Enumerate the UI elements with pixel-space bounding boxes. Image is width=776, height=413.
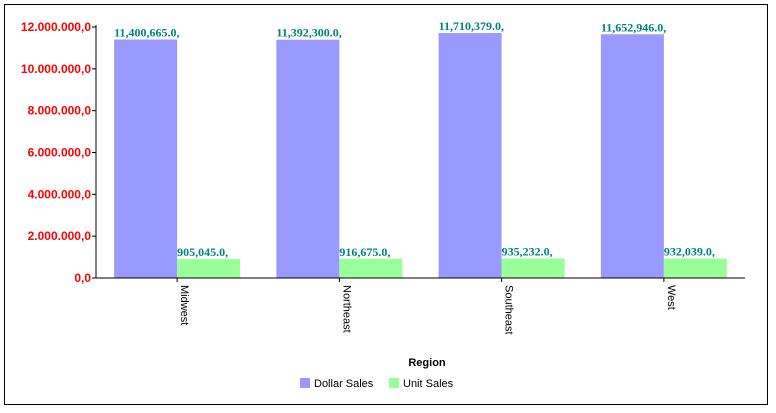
legend-swatch [389, 378, 399, 388]
x-tick-label: West [665, 285, 677, 310]
bar-dollar-sales-southeast [438, 33, 502, 278]
data-label: 916,675.0, [339, 245, 390, 259]
y-tick-label: 2.000.000,0 [28, 229, 92, 243]
bar-unit-sales-northeast [339, 258, 403, 278]
x-axis-title: Region [408, 357, 446, 369]
y-tick-label: 0,0 [74, 271, 91, 285]
bars [114, 33, 727, 279]
data-labels: 11,400,665.0, 905,045.0, 11,392,300.0, 916,… [114, 19, 715, 259]
data-label: 932,039.0, [664, 245, 715, 259]
data-label: 11,652,946.0, [601, 20, 666, 34]
bar-dollar-sales-midwest [114, 39, 178, 279]
data-label: 11,710,379.0, [439, 19, 504, 33]
y-axis-ticks: 0,0 2.000.000,0 4.000.000,0 6.000.000,0 8.00… [21, 20, 96, 285]
legend-swatch [300, 378, 310, 388]
data-label: 905,045.0, [177, 245, 228, 259]
bar-unit-sales-southeast [501, 258, 565, 278]
legend-label: Dollar Sales [314, 378, 374, 390]
data-label: 11,392,300.0, [276, 26, 341, 40]
bar-dollar-sales-west [600, 34, 664, 278]
bar-unit-sales-midwest [177, 259, 241, 278]
legend-label: Unit Sales [403, 378, 454, 390]
y-tick-label: 10.000.000,0 [21, 62, 91, 76]
y-tick-label: 8.000.000,0 [28, 104, 92, 118]
bar-unit-sales-west [663, 258, 727, 278]
x-tick-label: Midwest [178, 285, 190, 325]
x-tick-label: Southeast [503, 285, 515, 335]
legend: Dollar Sales Unit Sales [300, 378, 454, 390]
data-label: 11,400,665.0, [114, 26, 179, 40]
axes [95, 25, 745, 279]
x-tick-label: Northeast [340, 285, 352, 333]
y-tick-label: 4.000.000,0 [28, 187, 92, 201]
y-tick-label: 6.000.000,0 [28, 146, 92, 160]
x-axis-ticks: Midwest Northeast Southeast West [176, 278, 677, 335]
data-label: 935,232.0, [502, 244, 553, 258]
bar-dollar-sales-northeast [276, 39, 340, 278]
y-tick-label: 12.000.000,0 [21, 20, 91, 34]
